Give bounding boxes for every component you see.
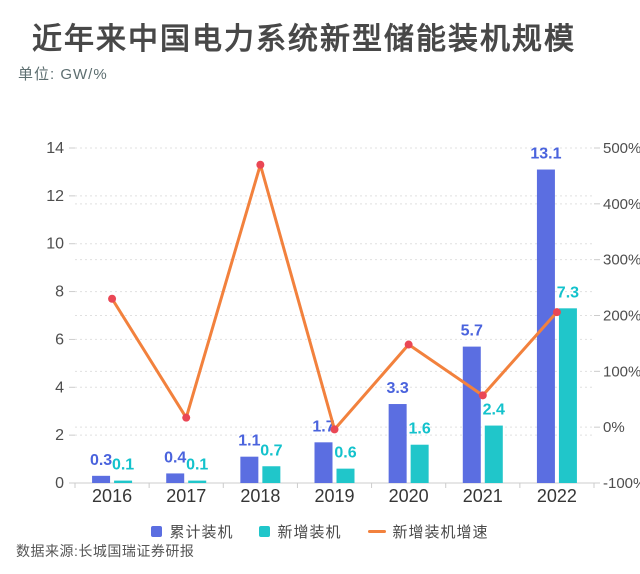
cumulative-swatch-icon — [151, 526, 163, 537]
value-label: 0.1 — [112, 457, 134, 474]
bar-new-2018[interactable] — [262, 466, 281, 483]
axis-label-right: 0% — [603, 419, 625, 436]
bar-new-2016[interactable] — [114, 480, 133, 483]
value-label: 1.7 — [312, 418, 334, 435]
legend-item-cumulative[interactable]: 累计装机 — [151, 521, 233, 542]
bar-new-2017[interactable] — [188, 480, 207, 483]
value-label: 1.6 — [409, 421, 431, 438]
x-axis-label-2021: 2021 — [463, 486, 503, 506]
bar-cumulative-2020[interactable] — [388, 404, 407, 483]
growth-line[interactable] — [110, 163, 559, 431]
value-label: 5.7 — [461, 323, 483, 340]
axis-label-left: 14 — [46, 140, 64, 157]
growth-line-swatch-icon — [367, 530, 386, 533]
growth-point-2020[interactable] — [404, 340, 413, 349]
bar-new-2020[interactable] — [410, 444, 429, 483]
value-label: 0.4 — [164, 449, 186, 466]
chart-legend: 累计装机 新增装机 新增装机增速 — [0, 521, 640, 542]
axis-label-left: 6 — [55, 331, 64, 348]
value-label: 0.1 — [186, 457, 208, 474]
bar-new-2022[interactable] — [558, 308, 577, 483]
bar-new-2019[interactable] — [336, 468, 355, 483]
axis-label-right: 200% — [603, 308, 640, 325]
value-label: 3.3 — [387, 380, 409, 397]
axis-label-left: 12 — [46, 188, 64, 205]
unit-label: 单位: GW/% — [18, 66, 108, 83]
x-axis-label-2020: 2020 — [389, 486, 429, 506]
x-axis-label-2022: 2022 — [537, 486, 577, 506]
growth-point-2017[interactable] — [182, 413, 191, 422]
axis-label-left: 2 — [55, 427, 64, 444]
bar-new-2021[interactable] — [484, 425, 503, 483]
value-label: 13.1 — [530, 146, 561, 163]
axis-label-left: 10 — [46, 236, 64, 253]
growth-point-2021[interactable] — [478, 391, 487, 400]
x-axis-label-2016: 2016 — [92, 486, 132, 506]
axis-label-right: 300% — [603, 252, 640, 269]
axis-label-right: 400% — [603, 196, 640, 213]
legend-label-new: 新增装机 — [277, 524, 342, 541]
x-axis-label-2018: 2018 — [240, 486, 280, 506]
value-label: 0.3 — [90, 452, 112, 469]
growth-point-2018[interactable] — [256, 160, 265, 169]
value-label: 0.7 — [260, 442, 282, 459]
value-label: 7.3 — [557, 284, 579, 301]
legend-label-growth: 新增装机增速 — [392, 524, 489, 541]
x-axis-label-2017: 2017 — [166, 486, 206, 506]
page-title: 近年来中国电力系统新型储能装机规模 — [32, 23, 576, 56]
legend-item-growth[interactable]: 新增装机增速 — [367, 521, 489, 542]
growth-point-2019[interactable] — [330, 425, 339, 434]
axis-label-right: 500% — [603, 140, 640, 157]
legend-label-cumulative: 累计装机 — [169, 524, 234, 541]
growth-point-2022[interactable] — [552, 308, 561, 317]
bar-cumulative-2016[interactable] — [92, 475, 111, 483]
axis-label-right: 100% — [603, 363, 640, 380]
axis-label-left: 4 — [55, 379, 64, 396]
axis-label-left: 8 — [55, 284, 64, 301]
value-label: 0.6 — [334, 445, 356, 462]
x-axis-label-2019: 2019 — [314, 486, 354, 506]
legend-item-new[interactable]: 新增装机 — [259, 521, 341, 542]
bar-cumulative-2017[interactable] — [166, 473, 185, 483]
value-label: 2.4 — [483, 402, 505, 419]
axis-label-left: 0 — [55, 475, 64, 492]
axis-label-right: -100% — [603, 475, 640, 492]
data-source-note: 数据来源:长城国瑞证券研报 — [16, 543, 195, 559]
new-swatch-icon — [259, 526, 271, 537]
bar-cumulative-2018[interactable] — [240, 456, 259, 483]
value-label: 1.1 — [238, 433, 260, 450]
bar-cumulative-2019[interactable] — [314, 442, 333, 483]
bar-cumulative-2021[interactable] — [462, 346, 481, 483]
growth-point-2016[interactable] — [108, 294, 117, 303]
